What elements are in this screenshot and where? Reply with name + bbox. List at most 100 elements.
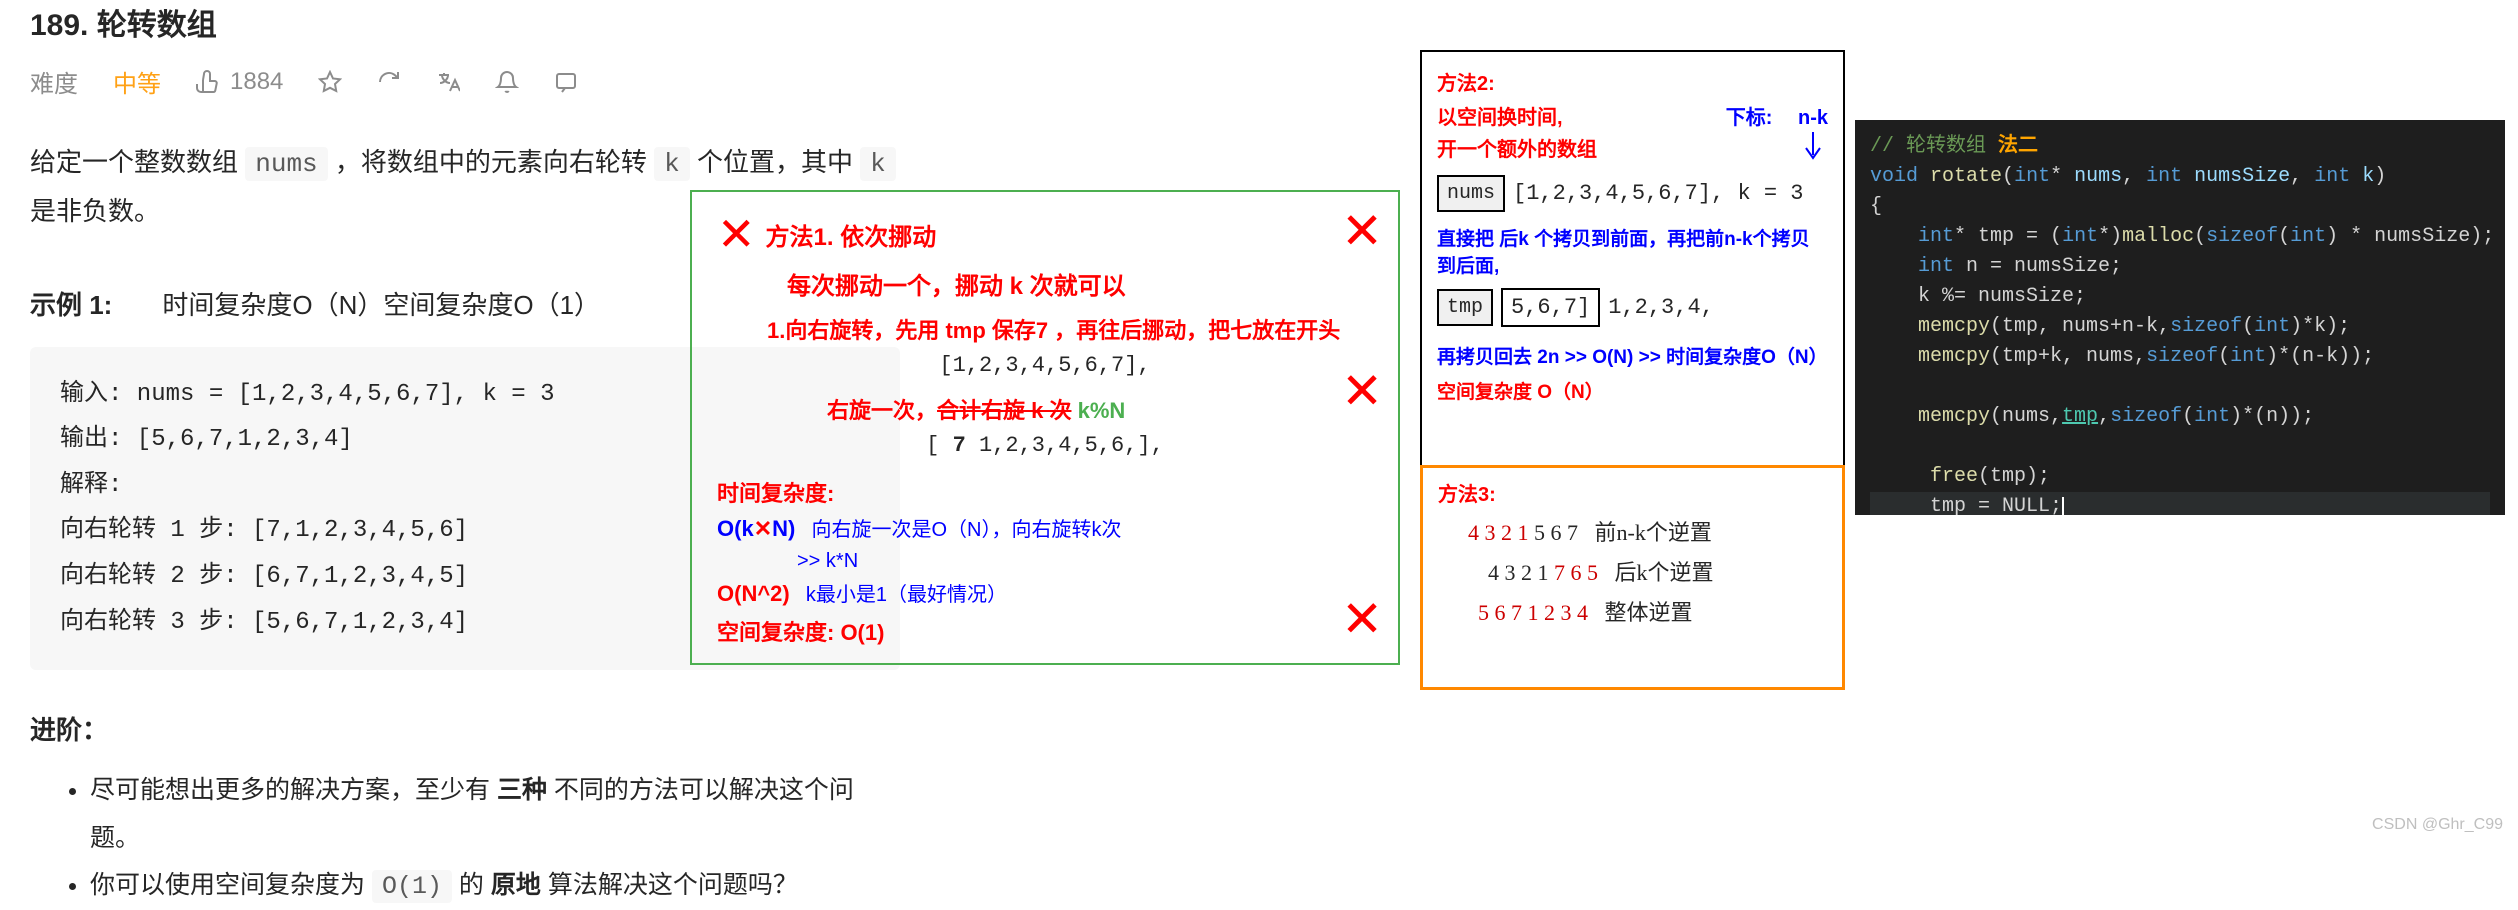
text: [ — [926, 433, 952, 458]
code-line: { — [1870, 192, 2490, 222]
x-mark-icon: ✕ — [1341, 202, 1383, 260]
star-icon[interactable] — [318, 70, 342, 94]
text: 的 — [452, 871, 491, 899]
tmp-arr2: 1,2,3,4, — [1608, 295, 1714, 320]
code-line-highlighted: tmp = NULL; — [1870, 492, 2490, 515]
note: 整体逆置 — [1605, 600, 1693, 625]
x-mark-icon: ✕ — [1341, 362, 1383, 420]
sc-label: 空间复杂度: O(1) — [717, 615, 1373, 647]
bold: 原地 — [491, 871, 541, 899]
code-line — [1870, 372, 2490, 402]
method1-step1: 1.向右旋转，先用 tmp 保存7 ，再往后挪动，把七放在开头 — [767, 313, 1373, 345]
text: 算法解决这个问题吗？ — [541, 871, 798, 899]
text: 1,2,3,4,5,6,], — [966, 433, 1164, 458]
note: 向右旋一次是O（N），向右旋转k次 — [811, 519, 1121, 541]
comment: // 轮转数组 — [1870, 135, 1998, 158]
example-label: 示例 1: — [30, 285, 112, 322]
code-line: int n = numsSize; — [1870, 252, 2490, 282]
like-button[interactable]: 1884 — [196, 68, 283, 96]
problem-name: 轮转数组 — [97, 9, 217, 42]
bold: 三种 — [497, 776, 547, 804]
meta-row: 难度 中等 1884 — [30, 64, 900, 99]
tmp-row: tmp 5,6,7] 1,2,3,4, — [1437, 288, 1828, 327]
problem-number: 189. — [30, 9, 88, 42]
cursor — [2062, 497, 2064, 515]
code-line: k %= numsSize; — [1870, 282, 2490, 312]
refresh-icon[interactable] — [377, 70, 401, 94]
code-line: int* tmp = (int*)malloc(sizeof(int) * nu… — [1870, 222, 2490, 252]
code-line: free(tmp); — [1870, 462, 2490, 492]
code-line — [1870, 432, 2490, 462]
bold: 7 — [953, 433, 966, 458]
nums-label: nums — [1437, 175, 1505, 212]
idx-label: 下标: — [1726, 107, 1773, 129]
red2: 1 2 3 4 — [1528, 600, 1589, 625]
method1-sub: 每次挪动一个，挪动 k 次就可以 — [787, 266, 1373, 301]
method1-arr1: [1,2,3,4,5,6,7], — [717, 353, 1373, 378]
method1-rotate: 右旋一次，合计右旋 k 次 k%N — [827, 393, 1373, 425]
difficulty-value: 中等 — [113, 64, 161, 99]
tmp-arr1: 5,6,7] — [1501, 288, 1600, 327]
okn: O(k✕N) — [717, 516, 795, 541]
bell-icon[interactable] — [495, 70, 519, 94]
code-line: memcpy(tmp+k, nums,sizeof(int)*(n-k)); — [1870, 342, 2490, 372]
back-note: 再拷贝回去 2n >> O(N) >> 时间复杂度O（N） — [1437, 342, 1828, 369]
text: 尽可能想出更多的解决方案，至少有 — [90, 776, 497, 804]
okn-note2: >> k*N — [797, 550, 1373, 573]
text: 开一个额外的数组 — [1437, 133, 1597, 162]
code-nums: nums — [245, 147, 327, 181]
m3-row2: 4 3 2 1 7 6 5 后k个逆置 — [1488, 555, 1827, 587]
nums-arr: [1,2,3,4,5,6,7], k = 3 — [1513, 181, 1803, 206]
code-editor[interactable]: // 轮转数组 法二 void rotate(int* nums, int nu… — [1855, 120, 2505, 515]
desc-text: 是非负数。 — [30, 196, 160, 226]
text: 右旋一次， — [827, 398, 937, 423]
method1-arr2: [ 7 1,2,3,4,5,6,], — [717, 433, 1373, 458]
code: O(1) — [372, 870, 452, 903]
advanced-label: 进阶： — [30, 710, 900, 747]
code-line: memcpy(nums,tmp,sizeof(int)*(n)); — [1870, 402, 2490, 432]
m2-row2: 开一个额外的数组 — [1437, 130, 1828, 165]
method1-box: ✕ 方法1. 依次挪动 每次挪动一个，挪动 k 次就可以 1.向右旋转，先用 t… — [690, 190, 1400, 665]
note: 后k个逆置 — [1615, 560, 1714, 585]
m3-row1: 4 3 2 1 5 6 7 前n-k个逆置 — [1468, 515, 1827, 547]
m2-title: 方法2: — [1437, 67, 1828, 96]
desc-text: 个位置，其中 — [690, 147, 860, 177]
x-mark-icon: ✕ — [1341, 590, 1383, 648]
tmp-label: tmp — [1437, 289, 1493, 326]
red: 7 6 5 — [1554, 560, 1598, 585]
comment-bold: 法二 — [1998, 135, 2038, 158]
text: 以空间换时间, — [1437, 101, 1563, 130]
nums-row: nums [1,2,3,4,5,6,7], k = 3 — [1437, 175, 1828, 212]
code-k2: k — [860, 147, 896, 181]
red: 5 6 7 — [1478, 600, 1528, 625]
m3-row3: 5 6 7 1 2 3 4 整体逆置 — [1478, 595, 1827, 627]
code-k: k — [654, 147, 690, 181]
advanced-list: 尽可能想出更多的解决方案，至少有 三种 不同的方法可以解决这个问题。 你可以使用… — [90, 767, 900, 910]
on2: O(N^2) — [717, 581, 790, 606]
x-mark-icon: ✕ — [717, 207, 756, 261]
title-text: 方法1. 依次挪动 — [766, 217, 937, 252]
note: 前n-k个逆置 — [1595, 520, 1712, 545]
like-count: 1884 — [230, 68, 283, 96]
idx-group: 下标: n-k — [1726, 101, 1828, 130]
thumbs-up-icon — [196, 70, 220, 94]
problem-title: 189. 轮转数组 — [30, 0, 900, 44]
watermark: CSDN @Ghr_C99 — [2372, 816, 2503, 834]
strike-text: 合计右旋 k 次 — [937, 398, 1071, 423]
tc-label: 时间复杂度: — [717, 476, 1373, 508]
black: 4 3 2 1 — [1488, 560, 1554, 585]
red: 4 3 2 1 — [1468, 520, 1529, 545]
code-line: // 轮转数组 法二 — [1870, 132, 2490, 162]
copy-note: 直接把 后k 个拷贝到前面，再把前n-k个拷贝到后面, — [1437, 224, 1828, 278]
okn-line: O(k✕N) 向右旋一次是O（N），向右旋转k次 — [717, 513, 1373, 542]
code-line: void rotate(int* nums, int numsSize, int… — [1870, 162, 2490, 192]
desc-text: 给定一个整数数组 — [30, 147, 245, 177]
translate-icon[interactable] — [436, 70, 460, 94]
text: 你可以使用空间复杂度为 — [90, 871, 372, 899]
desc-text: ，将数组中的元素向右轮转 — [328, 147, 654, 177]
method3-box: 方法3: 4 3 2 1 5 6 7 前n-k个逆置 4 3 2 1 7 6 5… — [1420, 465, 1845, 690]
on2-line: O(N^2) k最小是1（最好情况） — [717, 578, 1373, 607]
feedback-icon[interactable] — [554, 70, 578, 94]
complexity-text: 时间复杂度O（N）空间复杂度O（1） — [162, 285, 600, 322]
m3-title: 方法3: — [1438, 478, 1827, 507]
